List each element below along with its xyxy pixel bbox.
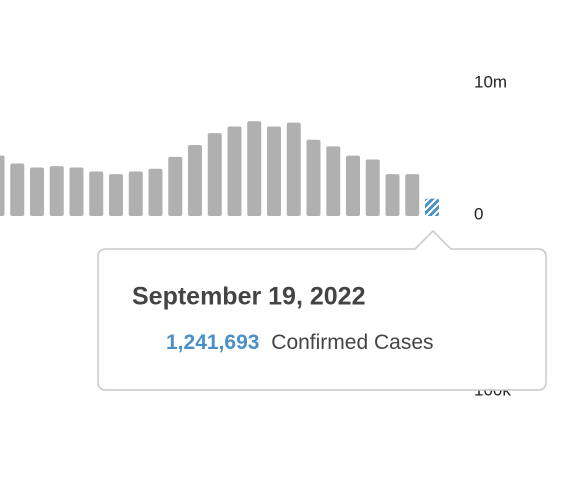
bar [109,174,123,216]
bar [346,155,360,216]
bar [267,126,281,216]
tooltip-title: September 19, 2022 [132,283,365,311]
plot: 0 10m [0,72,507,223]
bar [405,174,420,216]
y-tick-label: 0 [474,204,483,223]
bar [326,146,341,216]
bar [10,163,25,216]
bar [227,126,242,216]
y-tick-label: 10m [474,72,507,91]
bar [385,174,400,216]
bar [306,139,321,216]
bar [247,121,262,216]
bar [148,168,163,216]
bar [286,122,301,216]
bar [30,167,44,216]
tooltip-unit: Confirmed Cases [271,331,433,354]
bar [89,171,104,216]
tooltip: September 19, 2022 1,241,693 Confirmed C… [97,229,547,391]
tooltip-box [97,229,547,391]
bar [0,155,5,216]
bar [49,166,64,216]
bar [128,171,143,216]
bar [425,198,439,216]
bar [168,156,183,216]
bar [365,159,380,216]
tooltip-number: 1,241,693 [166,331,259,354]
bar [188,145,202,216]
tooltip-value: 1,241,693 Confirmed Cases [166,331,434,354]
bar [207,133,222,216]
bar [69,167,84,216]
